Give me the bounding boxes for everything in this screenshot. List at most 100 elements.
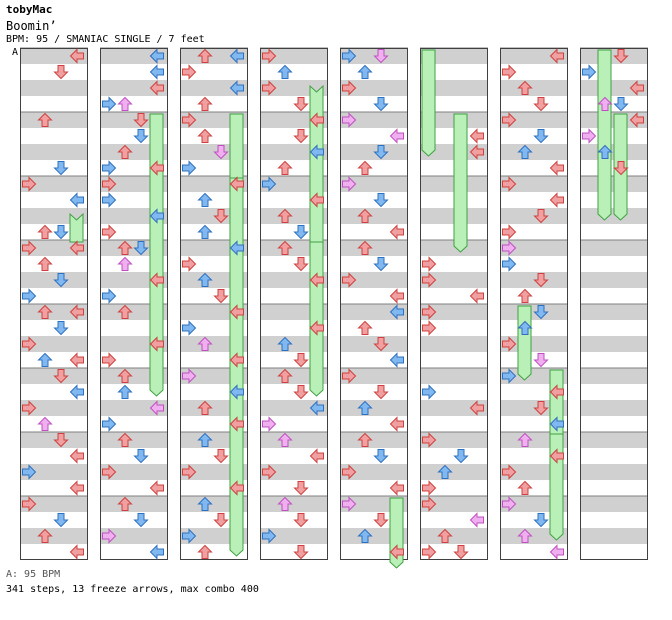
beat-stripe [260, 400, 328, 416]
step-arrow [597, 144, 613, 159]
step-arrow [197, 224, 213, 239]
step-arrow [293, 385, 309, 400]
step-arrow [213, 449, 229, 464]
step-arrow [22, 336, 37, 352]
freeze-arrow [421, 49, 436, 157]
step-arrow [69, 384, 84, 400]
step-arrow [213, 145, 229, 160]
step-arrow [597, 96, 613, 111]
step-arrow [469, 144, 484, 160]
step-arrow [357, 208, 373, 223]
step-arrow [262, 80, 277, 96]
step-arrow [277, 336, 293, 351]
step-arrow [102, 224, 117, 240]
step-arrow [453, 449, 469, 464]
step-arrow [549, 160, 564, 176]
freeze-arrow [309, 84, 324, 243]
step-arrow [469, 512, 484, 528]
step-arrow [293, 225, 309, 240]
step-arrow [517, 528, 533, 543]
step-arrow [182, 160, 197, 176]
step-arrow [182, 320, 197, 336]
beat-stripe [180, 48, 248, 64]
step-arrow [613, 49, 629, 64]
step-arrow [197, 336, 213, 351]
beat-stripe [500, 112, 568, 128]
step-arrow [37, 304, 53, 319]
step-arrow [102, 160, 117, 176]
step-arrow [197, 192, 213, 207]
column-border [260, 48, 328, 560]
step-arrow [357, 64, 373, 79]
beat-stripe [20, 400, 88, 416]
step-arrow [389, 544, 404, 560]
beat-stripe [340, 176, 408, 192]
step-arrow [517, 320, 533, 335]
step-arrow [149, 160, 164, 176]
step-arrow [229, 304, 244, 320]
beat-stripe [340, 208, 408, 224]
step-arrow [373, 97, 389, 112]
beat-stripe [20, 304, 88, 320]
step-arrow [213, 209, 229, 224]
step-arrow [197, 96, 213, 111]
step-arrow [117, 240, 133, 255]
beat-stripe [580, 464, 648, 480]
step-arrow [53, 321, 69, 336]
step-arrow [357, 528, 373, 543]
step-arrow [293, 481, 309, 496]
step-arrow [342, 368, 357, 384]
step-arrow [342, 496, 357, 512]
step-arrow [197, 400, 213, 415]
beat-stripe [340, 272, 408, 288]
beat-stripe [100, 80, 168, 96]
step-arrow [22, 496, 37, 512]
beat-stripe [260, 48, 328, 64]
step-arrow [342, 176, 357, 192]
beat-stripe [420, 48, 488, 64]
beat-stripe [20, 176, 88, 192]
step-arrow [549, 544, 564, 560]
step-arrow [517, 480, 533, 495]
step-arrow [22, 288, 37, 304]
step-arrow [277, 368, 293, 383]
column-border [580, 48, 648, 560]
step-arrow [53, 161, 69, 176]
beat-stripe [420, 240, 488, 256]
beat-stripe [20, 496, 88, 512]
step-arrow [197, 544, 213, 559]
step-arrow [117, 496, 133, 511]
beat-stripe [20, 240, 88, 256]
step-arrow [182, 368, 197, 384]
freeze-arrow [69, 212, 84, 243]
column-border [100, 48, 168, 560]
step-arrow [502, 496, 517, 512]
step-arrow [149, 544, 164, 560]
step-arrow [613, 97, 629, 112]
step-arrow [102, 176, 117, 192]
step-arrow [342, 80, 357, 96]
step-arrow [502, 112, 517, 128]
beat-stripe [580, 496, 648, 512]
step-arrow [422, 304, 437, 320]
step-arrow [149, 272, 164, 288]
beat-stripe [500, 48, 568, 64]
step-arrow [149, 400, 164, 416]
step-arrow [533, 401, 549, 416]
step-arrow [309, 320, 324, 336]
step-arrow [277, 208, 293, 223]
column-border [340, 48, 408, 560]
step-arrow [262, 528, 277, 544]
step-arrow [37, 112, 53, 127]
step-arrow [149, 208, 164, 224]
step-arrow [277, 160, 293, 175]
step-arrow [149, 480, 164, 496]
step-arrow [149, 336, 164, 352]
step-arrow [342, 112, 357, 128]
artist-name: tobyMac [6, 3, 53, 16]
step-arrow [309, 272, 324, 288]
step-arrow [373, 385, 389, 400]
step-arrow [53, 513, 69, 528]
step-arrow [582, 128, 597, 144]
